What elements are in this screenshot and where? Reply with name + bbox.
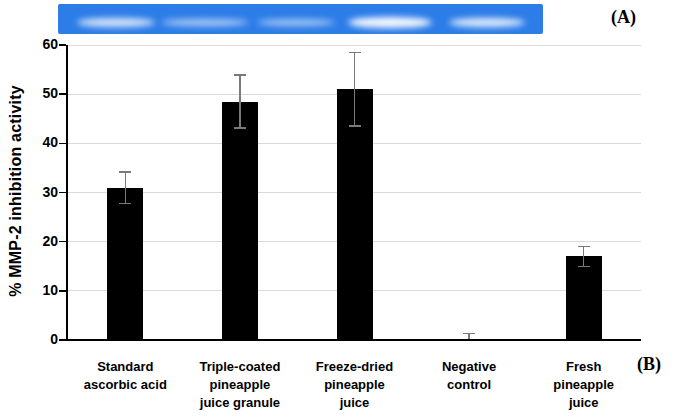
y-tick	[59, 143, 66, 145]
category-label: Negativecontrol	[404, 358, 534, 394]
y-tick-label: 50	[20, 85, 58, 101]
y-tick	[59, 241, 66, 243]
error-bar-cap-top	[463, 333, 475, 335]
error-bar-cap-top	[119, 171, 131, 173]
category-label-line: pineapple	[519, 376, 649, 394]
category-label-line: Freeze-dried	[290, 358, 420, 376]
y-tick-label: 60	[20, 36, 58, 52]
category-label-line: juice	[519, 394, 649, 412]
category-label-line: juice	[290, 394, 420, 412]
category-label: Freshpineapplejuice	[519, 358, 649, 412]
category-label-line: pineapple	[290, 376, 420, 394]
category-label-line: pineapple	[175, 376, 305, 394]
category-label: Standardascorbic acid	[60, 358, 190, 394]
y-axis	[66, 45, 68, 341]
category-label-line: Fresh	[519, 358, 649, 376]
error-bar-cap-bottom	[578, 266, 590, 268]
y-tick-label: 30	[20, 184, 58, 200]
y-tick-label: 20	[20, 233, 58, 249]
error-bar-line	[583, 247, 585, 267]
error-bar-cap-top	[234, 74, 246, 76]
category-label: Triple-coatedpineapplejuice granule	[175, 358, 305, 412]
error-bar-cap-bottom	[234, 127, 246, 129]
x-axis	[66, 339, 641, 341]
category-label-line: control	[404, 376, 534, 394]
category-label-line: Triple-coated	[175, 358, 305, 376]
bar	[107, 188, 143, 340]
y-tick	[59, 192, 66, 194]
error-bar-cap-bottom	[349, 125, 361, 127]
error-bar-line	[354, 52, 356, 126]
y-tick-label: 40	[20, 134, 58, 150]
y-tick-label: 10	[20, 282, 58, 298]
category-label-line: ascorbic acid	[60, 376, 190, 394]
panel-b-label: (B)	[637, 354, 661, 375]
bar	[566, 256, 602, 340]
y-tick-label: 0	[20, 331, 58, 347]
error-bar-cap-top	[349, 52, 361, 54]
y-tick	[59, 93, 66, 95]
bar-chart: 0 10 20 30 40 50 60 Standardascorbic acidTriple…	[0, 0, 677, 417]
error-bar-cap-bottom	[119, 203, 131, 205]
y-tick	[59, 290, 66, 292]
y-tick	[59, 339, 66, 341]
category-label-line: Negative	[404, 358, 534, 376]
mmp2-inhibition-figure: (A) % MMP-2 inhibition activity 01020304…	[0, 0, 677, 417]
y-tick	[59, 44, 66, 46]
category-label-line: Standard	[60, 358, 190, 376]
category-label-line: juice granule	[175, 394, 305, 412]
gridline	[68, 45, 641, 46]
error-bar-line	[125, 172, 127, 203]
error-bar-cap-top	[578, 246, 590, 248]
error-bar-line	[239, 75, 241, 128]
category-label: Freeze-driedpineapplejuice	[290, 358, 420, 412]
bar	[222, 102, 258, 340]
